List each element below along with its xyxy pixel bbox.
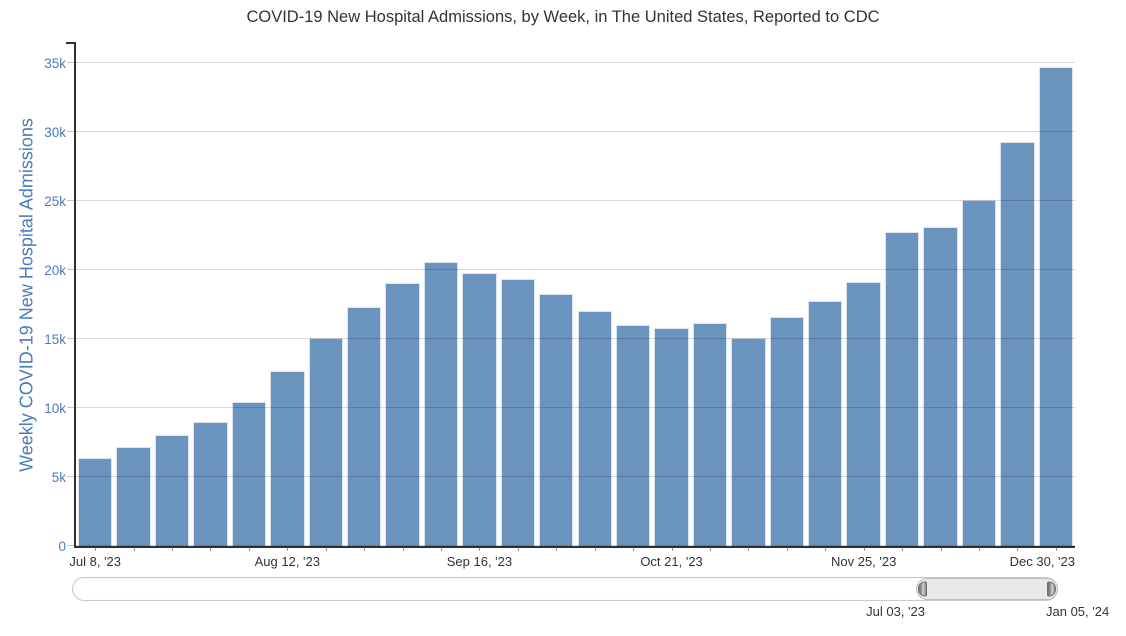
- bar-oct-14-23[interactable]: [615, 325, 651, 546]
- gridline-20k: [76, 269, 1075, 270]
- x-axis-tick: [748, 546, 750, 551]
- bar-oct-21-23[interactable]: [654, 327, 689, 546]
- y-axis-tick: [67, 545, 76, 546]
- y-axis-tick: [67, 131, 76, 132]
- bar-aug-26-23[interactable]: [346, 307, 382, 546]
- bar-jul-22-23[interactable]: [154, 434, 190, 546]
- x-axis-tick: [978, 546, 980, 551]
- bar-dec-9-23[interactable]: [923, 226, 958, 546]
- y-axis-tick: [67, 62, 76, 63]
- bar-sep-23-23[interactable]: [500, 278, 536, 546]
- gridline-10k: [76, 407, 1075, 408]
- x-axis-tick: [902, 546, 904, 551]
- y-axis-tick: [67, 476, 76, 477]
- y-axis-tick: [67, 200, 76, 201]
- x-axis-label: Oct 21, '23: [640, 554, 703, 569]
- y-axis-label: 0: [58, 539, 66, 554]
- gridline-30k: [76, 131, 1075, 132]
- plot-area: 0 5k 10k 15k 20k 25k 30k 35k Jul 8, '23 Aug 12, '…: [44, 42, 1075, 569]
- x-axis-tick: [556, 546, 558, 551]
- y-axis-label: 35k: [44, 56, 66, 71]
- y-axis-label: 5k: [51, 470, 66, 485]
- y-axis-tick: [67, 269, 76, 270]
- bar-dec-30-23[interactable]: [1038, 67, 1073, 546]
- bar-dec-2-23[interactable]: [884, 232, 920, 546]
- x-axis-tick: [210, 546, 212, 551]
- bar-nov-4-23[interactable]: [731, 338, 766, 546]
- bar-aug-12-23[interactable]: [270, 371, 305, 546]
- bar-oct-28-23[interactable]: [692, 323, 728, 546]
- x-axis-tick: [863, 546, 865, 551]
- bar-sep-16-23[interactable]: [462, 272, 497, 546]
- x-axis-tick: [709, 546, 711, 551]
- bar-jul-29-23[interactable]: [193, 421, 228, 546]
- x-axis-tick: [287, 546, 289, 551]
- y-axis-label: 20k: [44, 263, 66, 278]
- x-axis-tick: [325, 546, 327, 551]
- bar-aug-19-23[interactable]: [308, 338, 343, 546]
- y-axis-line: [74, 42, 76, 547]
- gridline-15k: [76, 338, 1075, 339]
- y-axis-label: 15k: [44, 332, 66, 347]
- gridline-25k: [76, 200, 1075, 201]
- scrollbar-track[interactable]: [72, 577, 1058, 601]
- x-axis-label: Sep 16, '23: [446, 554, 513, 569]
- y-axis-cap-tick: [66, 42, 76, 44]
- gridline-5k: [76, 476, 1075, 477]
- x-axis-tick: [402, 546, 404, 551]
- bar-nov-25-23[interactable]: [846, 282, 881, 546]
- x-axis-tick: [248, 546, 250, 551]
- y-axis-label: 10k: [44, 401, 66, 416]
- bar-jul-15-23[interactable]: [116, 447, 151, 546]
- x-axis-label: Dec 30, '23: [1009, 554, 1075, 569]
- x-axis-tick: [441, 546, 443, 551]
- bar-oct-7-23[interactable]: [577, 310, 612, 546]
- bar-dec-16-23[interactable]: [961, 199, 997, 546]
- x-axis-tick: [95, 546, 97, 551]
- y-axis-label: 30k: [44, 125, 66, 140]
- bar-aug-5-23[interactable]: [231, 401, 267, 546]
- y-axis-title: Weekly COVID-19 New Hospital Admissions: [16, 118, 37, 472]
- bar-sep-9-23[interactable]: [423, 261, 459, 546]
- x-axis-tick: [1017, 546, 1019, 551]
- scrollbar-thumb[interactable]: [916, 578, 1058, 600]
- x-axis-tick: [517, 546, 519, 551]
- x-axis-tick: [1055, 546, 1057, 551]
- scrollbar-right-handle-icon[interactable]: [1047, 581, 1056, 597]
- x-axis-label: Nov 25, '23: [830, 554, 897, 569]
- y-axis-label: 25k: [44, 194, 66, 209]
- chart-title: COVID-19 New Hospital Admissions, by Wee…: [246, 8, 880, 26]
- x-axis-tick: [133, 546, 135, 551]
- navigator-range-start-label: Jul 03, '23: [866, 604, 925, 619]
- bar-nov-11-23[interactable]: [769, 316, 805, 546]
- x-axis-tick: [940, 546, 942, 551]
- x-axis-tick: [594, 546, 596, 551]
- bar-nov-18-23[interactable]: [808, 301, 843, 546]
- navigator-range-end-label: Jan 05, '24: [1046, 604, 1110, 619]
- x-axis-tick: [479, 546, 481, 551]
- x-axis-label: Aug 12, '23: [254, 554, 320, 569]
- x-axis-tick: [633, 546, 635, 551]
- y-axis-tick: [67, 338, 76, 339]
- gridline-35k: [76, 62, 1075, 63]
- x-axis-line: [74, 546, 1075, 548]
- bar-dec-23-23[interactable]: [1000, 141, 1035, 546]
- x-axis-tick: [671, 546, 673, 551]
- y-axis-tick: [67, 407, 76, 408]
- bar-sep-2-23[interactable]: [385, 283, 420, 546]
- bar-sep-30-23[interactable]: [539, 294, 574, 546]
- x-axis-tick: [786, 546, 788, 551]
- x-axis-tick: [825, 546, 827, 551]
- x-axis-tick: [364, 546, 366, 551]
- gridline-0: [76, 545, 1075, 546]
- x-axis-tick: [172, 546, 174, 551]
- scrollbar-left-handle-icon[interactable]: [918, 581, 927, 597]
- x-axis-label: Jul 8, '23: [69, 554, 122, 569]
- bar-jul-8-23[interactable]: [78, 457, 113, 546]
